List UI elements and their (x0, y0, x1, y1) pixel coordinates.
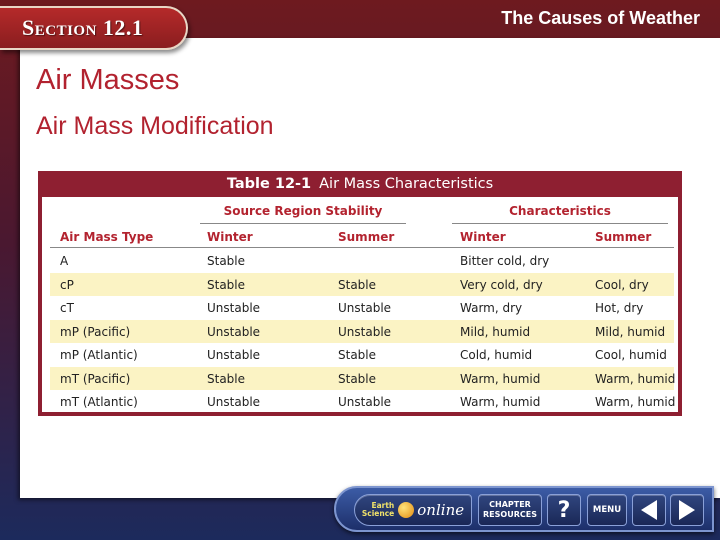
group-divider (452, 223, 668, 224)
table-cell: Cold, humid (460, 348, 533, 362)
table-cell: Stable (338, 277, 377, 292)
table-cell: Stable (207, 277, 246, 292)
science-label: Science (361, 509, 395, 518)
help-icon: ? (557, 497, 571, 523)
group-header-characteristics: Characteristics (509, 204, 611, 218)
table-cell: cP (60, 277, 74, 292)
table-cell: Stable (207, 371, 246, 386)
table-cell: Bitter cold, dry (460, 254, 550, 268)
table-row: A Stable Bitter cold, dry (50, 249, 674, 273)
online-label: online (417, 501, 465, 519)
triangle-right-icon (679, 500, 695, 520)
table-title: Table 12-1 Air Mass Characteristics (42, 171, 678, 197)
table-cell: Unstable (338, 395, 392, 409)
table-cell: Stable (207, 254, 246, 268)
table-body: Source Region Stability Characteristics … (42, 197, 678, 412)
navigation-bar: Earth Science online CHAPTER RESOURCES ?… (334, 486, 714, 532)
page-subheading: Air Mass Modification (36, 112, 274, 140)
column-header: Winter (207, 230, 253, 244)
table-cell: Mild, humid (595, 324, 666, 339)
table-cell: Warm, humid (460, 395, 541, 409)
menu-button[interactable]: MENU (587, 494, 627, 526)
table-cell: Stable (338, 348, 377, 362)
table-cell: Mild, humid (460, 324, 531, 339)
table-cell: mP (Atlantic) (60, 348, 138, 362)
table-row: mT (Pacific) Stable Stable Warm, humid W… (50, 366, 676, 390)
header-divider (50, 247, 674, 248)
previous-button[interactable] (632, 494, 666, 526)
section-label: Section 12.1 (22, 15, 144, 40)
table-cell: Stable (338, 371, 377, 386)
table-cell: Cool, humid (595, 348, 667, 362)
menu-label: MENU (592, 505, 622, 515)
earth-label: Earth (371, 501, 395, 510)
table-cell: Warm, dry (460, 301, 523, 315)
next-button[interactable] (670, 494, 704, 526)
chapter-resources-button[interactable]: CHAPTER RESOURCES (478, 494, 542, 526)
table-cell: Cool, dry (595, 277, 649, 292)
table-cell: Unstable (207, 324, 261, 339)
table-number: Table 12-1 (226, 176, 312, 192)
table-row: mP (Atlantic) Unstable Stable Cold, humi… (50, 343, 674, 367)
table-cell: cT (60, 301, 74, 315)
resources-label: RESOURCES (483, 510, 537, 519)
group-divider (200, 223, 406, 224)
table-cell: Hot, dry (595, 301, 644, 315)
table-cell: Warm, humid (595, 371, 676, 386)
chapter-label: CHAPTER (489, 500, 531, 509)
table-cell: mT (Atlantic) (60, 395, 138, 409)
column-header: Summer (338, 230, 395, 244)
table-cell: Very cold, dry (460, 277, 543, 292)
table-header-row: Air Mass Type Winter Summer Winter Summe… (50, 225, 674, 249)
table-row: mP (Pacific) Unstable Unstable Mild, hum… (50, 319, 674, 343)
table-name: Air Mass Characteristics (319, 176, 494, 192)
globe-icon (398, 502, 415, 518)
chapter-title: The Causes of Weather (501, 8, 700, 28)
column-header: Air Mass Type (60, 230, 154, 244)
table-cell: mT (Pacific) (60, 371, 131, 386)
help-button[interactable]: ? (547, 494, 581, 526)
table-row: cP Stable Stable Very cold, dry Cool, dr… (50, 272, 674, 296)
earth-science-label: Earth Science (362, 502, 394, 518)
table-cell: Unstable (338, 324, 392, 339)
table-cell: A (60, 254, 69, 268)
table-cell: Unstable (207, 301, 261, 315)
section-tab: Section 12.1 (0, 6, 188, 50)
table-cell: Unstable (207, 395, 261, 409)
table-cell: Warm, humid (460, 371, 541, 386)
group-header-stability: Source Region Stability (223, 204, 383, 218)
table-cell: Unstable (207, 348, 261, 362)
table-cell: mP (Pacific) (60, 324, 131, 339)
table-cell: Unstable (338, 301, 392, 315)
earth-science-online-button[interactable]: Earth Science online (354, 494, 472, 526)
table-cell: Warm, humid (595, 395, 676, 409)
page-heading: Air Masses (36, 64, 180, 96)
column-header: Winter (460, 230, 506, 244)
air-mass-table: Table 12-1 Air Mass Characteristics Sour… (38, 171, 682, 416)
column-header: Summer (595, 230, 652, 244)
triangle-left-icon (641, 500, 657, 520)
table-row: mT (Atlantic) Unstable Unstable Warm, hu… (50, 390, 676, 412)
table-row: cT Unstable Unstable Warm, dry Hot, dry (50, 296, 674, 320)
